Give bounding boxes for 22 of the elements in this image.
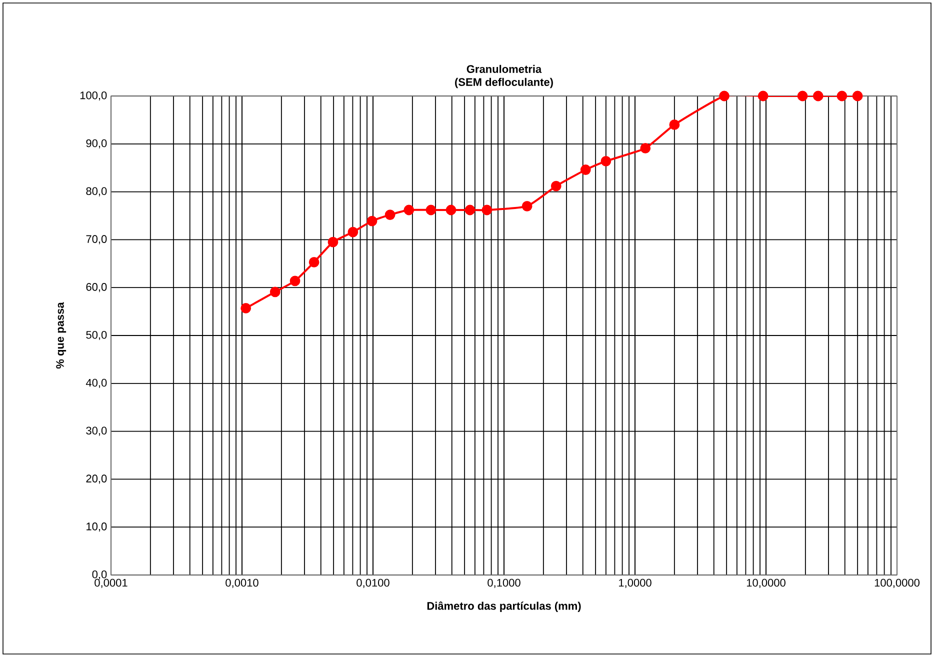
y-tick-label: 0,0 — [92, 570, 107, 580]
x-tick-label: 0,0010 — [226, 578, 258, 588]
x-tick-label: 0,0001 — [94, 578, 128, 588]
y-axis-title: % que passa — [56, 302, 66, 369]
chart-title: Granulometria — [466, 64, 542, 73]
y-tick-label: 10,0 — [86, 522, 107, 532]
y-tick-label: 80,0 — [86, 187, 107, 196]
y-tick-label: 90,0 — [86, 139, 107, 148]
y-tick-label: 30,0 — [86, 426, 107, 436]
x-tick-label: 1,0000 — [619, 578, 652, 588]
x-tick-label: 0,1000 — [488, 578, 520, 588]
y-tick-label: 60,0 — [86, 283, 107, 292]
x-axis-title: Diâmetro das partículas (mm) — [427, 601, 581, 612]
y-tick-label: 50,0 — [86, 330, 107, 340]
y-tick-label: 70,0 — [86, 235, 107, 244]
x-tick-label: 0,0100 — [356, 578, 390, 588]
y-tick-label: 20,0 — [86, 474, 107, 484]
y-tick-label: 40,0 — [86, 378, 107, 388]
y-tick-label: 100,0 — [80, 91, 107, 101]
x-tick-label: 100,0000 — [874, 578, 920, 588]
x-tick-label: 10,0000 — [746, 578, 786, 588]
chart-subtitle: (SEM defloculante) — [455, 78, 553, 88]
